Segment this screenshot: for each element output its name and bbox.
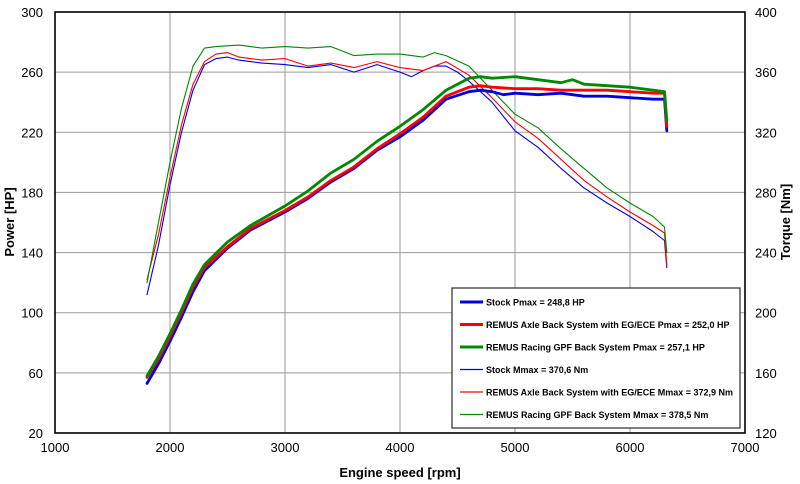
y-right-tick-label: 240 — [755, 246, 777, 261]
y-right-tick-label: 160 — [755, 366, 777, 381]
x-tick-label: 3000 — [271, 440, 300, 455]
y-right-axis-title: Torque [Nm] — [778, 184, 793, 260]
legend-label: REMUS Racing GPF Back System Mmax = 378,… — [486, 410, 708, 420]
x-tick-label: 6000 — [616, 440, 645, 455]
legend-label: REMUS Axle Back System with EG/ECE Mmax … — [486, 388, 733, 398]
legend-label: Stock Pmax = 248,8 HP — [486, 298, 585, 308]
series-line-5 — [146, 52, 668, 281]
series-line-4 — [146, 56, 668, 296]
series-layer — [145, 44, 669, 385]
ticks: 1000 2000 3000 4000 5000 6000 7000 20 60 100 140 18… — [21, 5, 776, 455]
legend-label: REMUS Axle Back System with EG/ECE Pmax … — [486, 320, 730, 330]
legend-label: Stock Mmax = 370,6 Nm — [486, 365, 588, 375]
y-right-tick-label: 120 — [755, 426, 777, 441]
y-right-tick-label: 400 — [755, 5, 777, 20]
plot-frame — [54, 11, 746, 434]
y-right-tick-label: 200 — [755, 306, 777, 321]
series-line-1 — [145, 88, 669, 385]
series-line-2 — [145, 84, 669, 379]
y-right-tick-label: 360 — [755, 65, 777, 80]
legend: Stock Pmax = 248,8 HP REMUS Axle Back Sys… — [451, 287, 741, 429]
legend-box — [451, 287, 741, 429]
y-left-tick-label: 60 — [29, 366, 43, 381]
y-left-tick-label: 220 — [21, 125, 43, 140]
y-right-tick-label: 320 — [755, 125, 777, 140]
x-tick-label: 5000 — [501, 440, 530, 455]
y-left-tick-label: 100 — [21, 306, 43, 321]
y-left-tick-label: 20 — [29, 426, 43, 441]
y-left-tick-label: 140 — [21, 246, 43, 261]
series-line-6 — [146, 44, 668, 284]
x-tick-label: 2000 — [156, 440, 185, 455]
x-tick-label: 4000 — [386, 440, 415, 455]
x-tick-label: 7000 — [731, 440, 760, 455]
y-left-tick-label: 180 — [21, 185, 43, 200]
x-tick-label: 1000 — [41, 440, 70, 455]
x-axis-title: Engine speed [rpm] — [339, 465, 460, 480]
y-left-tick-label: 260 — [21, 65, 43, 80]
series-line-3 — [145, 75, 669, 378]
y-left-tick-label: 300 — [21, 5, 43, 20]
legend-label: REMUS Racing GPF Back System Pmax = 257,… — [486, 343, 705, 353]
y-right-tick-label: 280 — [755, 185, 777, 200]
y-left-axis-title: Power [HP] — [2, 187, 17, 256]
